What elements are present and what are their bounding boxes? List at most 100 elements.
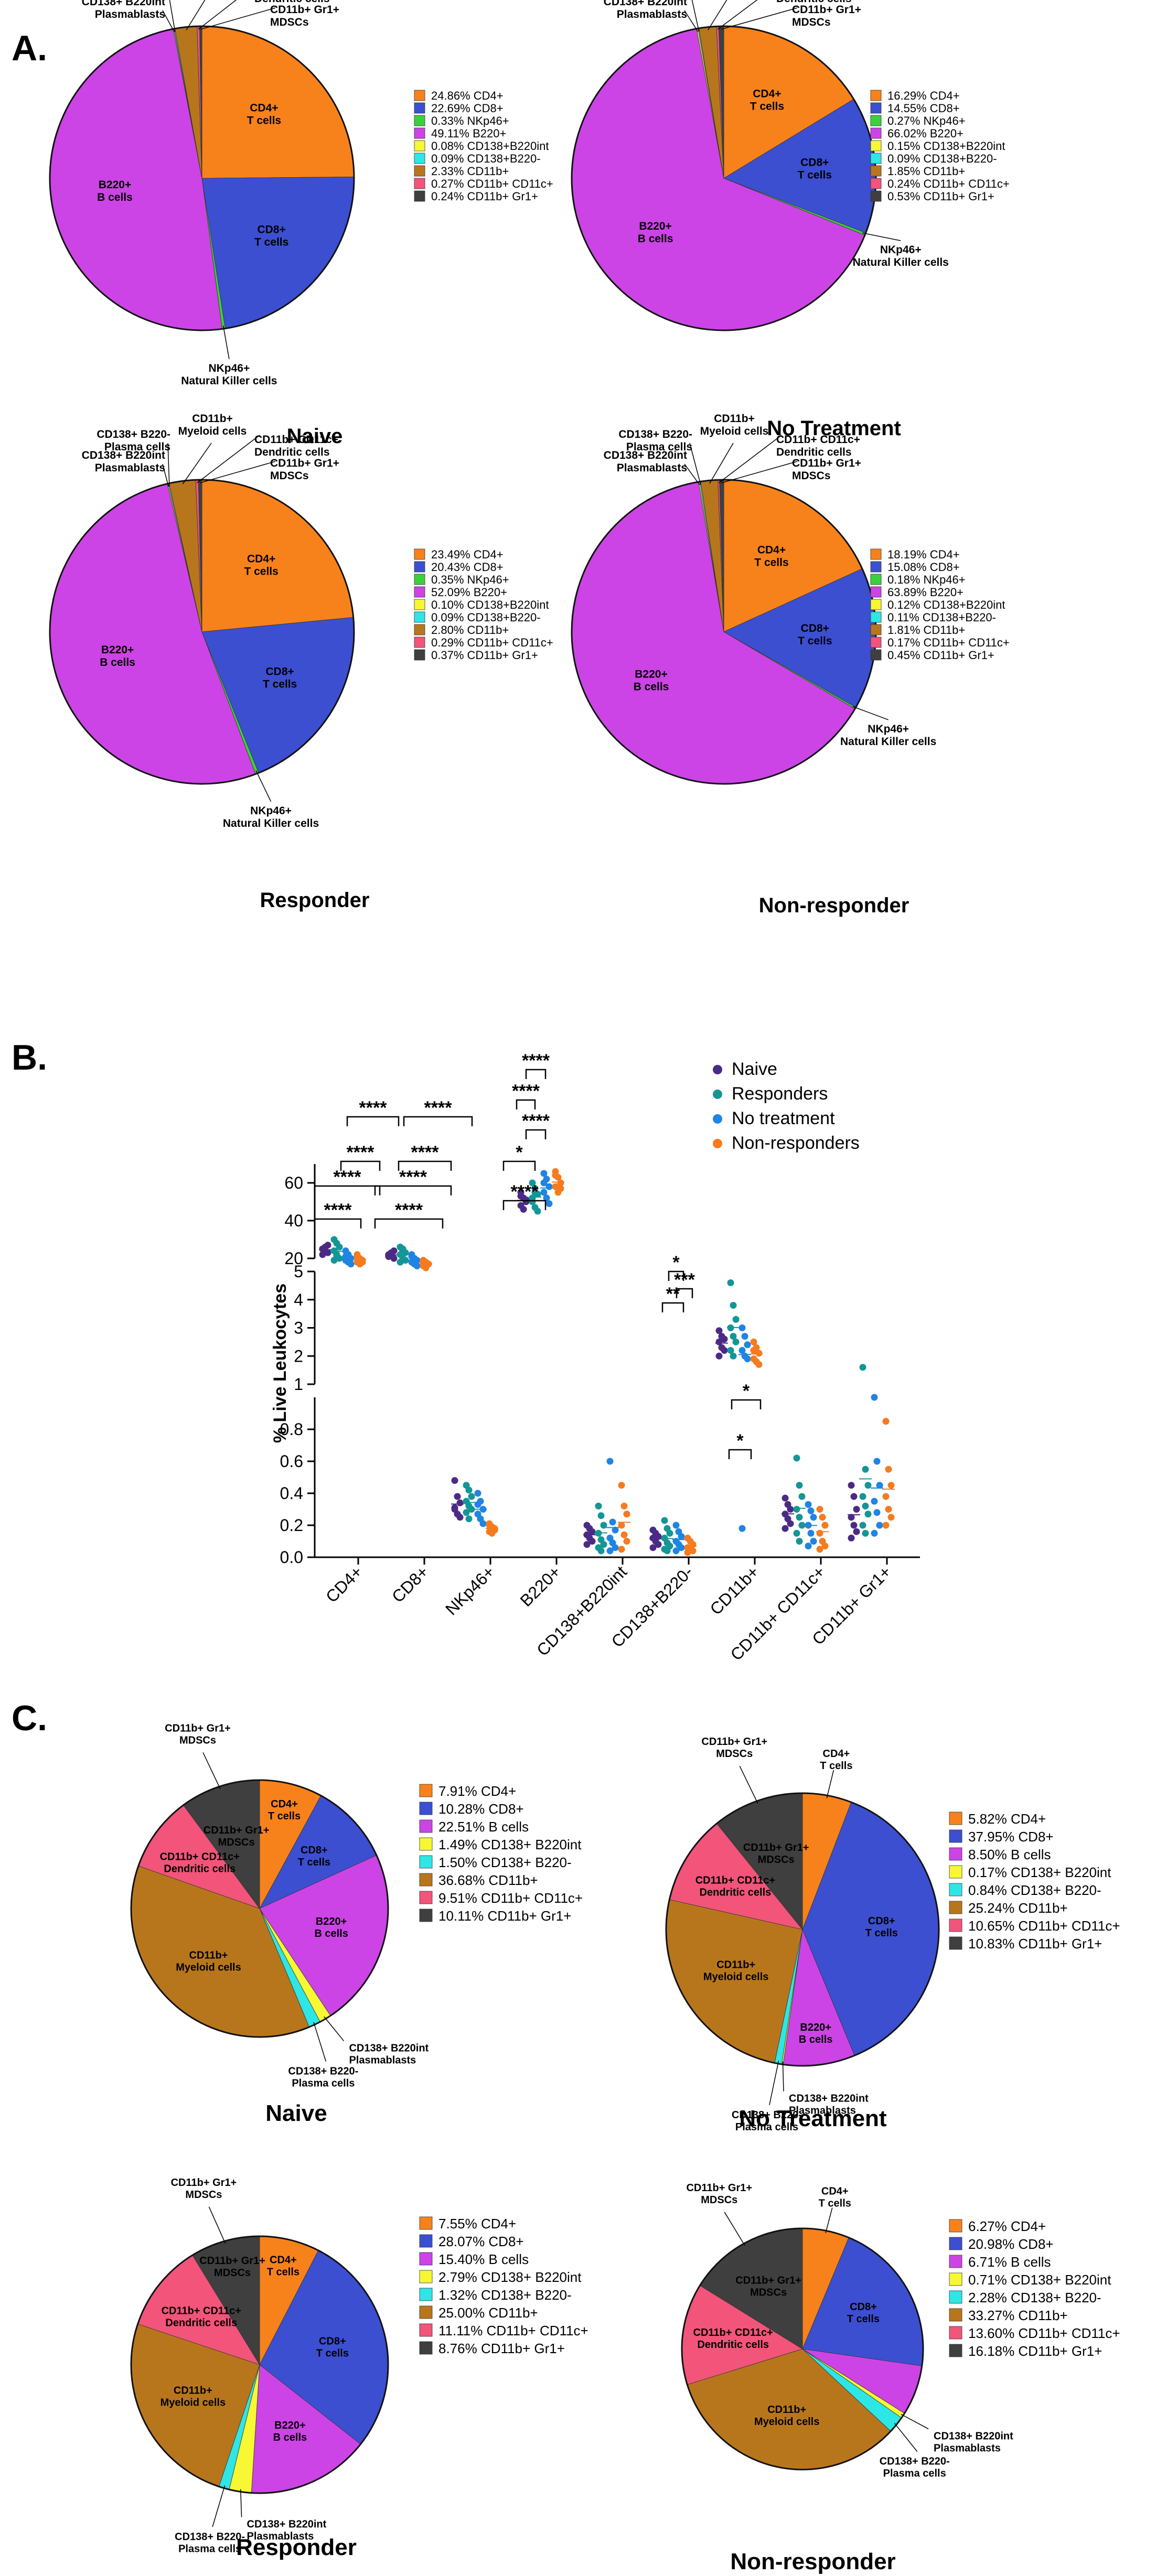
legend-swatch-PB [949, 2272, 962, 2286]
significance-bracket [676, 1288, 693, 1298]
slice-label-NKp46: NKp46+ [250, 805, 292, 817]
data-point-non_responders [887, 1482, 895, 1489]
data-point-no_treatment [606, 1458, 614, 1465]
legend-entry: 52.09% B220+ [431, 586, 507, 599]
data-point-no_treatment [540, 1170, 548, 1177]
slice-label-NKp46: Natural Killer cells [223, 817, 319, 829]
data-point-responders [798, 1493, 806, 1500]
significance-label: **** [324, 1200, 352, 1220]
legend-entry: 8.50% B cells [968, 1847, 1051, 1862]
data-point-no_treatment [871, 1529, 878, 1537]
data-point-no_treatment [678, 1544, 685, 1551]
label-leader-NKp46 [255, 770, 272, 802]
data-point-naive [787, 1520, 794, 1527]
legend-swatch-CD8 [419, 1802, 433, 1815]
data-point-naive [850, 1493, 858, 1500]
legend-entry: 0.08% CD138+B220int [431, 139, 549, 153]
legend-swatch-PB [414, 599, 425, 610]
slice-label-Mye: CD11b+ [189, 1949, 228, 1961]
legend-entry: 0.09% CD138+B220- [431, 152, 541, 165]
slice-label-CD4: CD4+ [271, 1798, 298, 1810]
slice-label-MD: MDSCs [179, 1734, 216, 1746]
legend-swatch-DC [870, 178, 882, 189]
legend-swatch-CD4 [870, 548, 882, 560]
legend-entry: 1.32% CD138+ B220- [438, 2287, 572, 2303]
data-point-responders [727, 1279, 734, 1286]
legend-swatch-CD8 [949, 2237, 962, 2250]
legend-entry: 22.51% B cells [438, 1819, 529, 1835]
data-point-responders [663, 1547, 671, 1555]
slice-label-DC: Dendritic cells [164, 1863, 236, 1875]
legend-marker-naive [713, 1065, 722, 1074]
data-point-responders [531, 1189, 539, 1196]
data-point-non_responders [882, 1418, 890, 1425]
slice-label-B220: B220+ [101, 644, 134, 656]
significance-label: *** [674, 1270, 695, 1290]
label-leader-PC [689, 443, 701, 485]
data-point-non_responders [618, 1522, 625, 1529]
pie-title: Non-responder [730, 2549, 895, 2574]
data-point-naive [451, 1477, 458, 1484]
data-point-naive [520, 1205, 527, 1213]
data-point-responders [600, 1522, 607, 1529]
y-tick-label: 0.6 [280, 1452, 303, 1471]
data-point-responders [727, 1347, 734, 1354]
label-leader-PC [212, 2485, 226, 2527]
legend-entry: 10.65% CD11b+ CD11c+ [968, 1918, 1120, 1934]
data-point-no_treatment [810, 1514, 817, 1521]
data-point-responders [465, 1486, 473, 1494]
data-point-responders [859, 1493, 866, 1500]
slice-label-Mye: CD11b+ [767, 2404, 806, 2416]
slice-label-DC: CD11b+ CD11c+ [160, 1851, 240, 1863]
data-point-non_responders [618, 1482, 625, 1489]
legend-entry: 0.71% CD138+ B220int [968, 2272, 1111, 2288]
slice-label-MD: CD11b+ Gr1+ [686, 2182, 752, 2194]
label-leader-PC [169, 0, 176, 32]
label-leader-MD [721, 7, 798, 30]
slice-label-B220: B cells [314, 1928, 348, 1939]
label-leader-PC [313, 2022, 327, 2062]
data-point-naive [848, 1514, 855, 1521]
data-point-responders [465, 1515, 473, 1523]
legend-entry: 0.10% CD138+B220int [431, 598, 549, 611]
slice-label-Mye: Myeloid cells [754, 2416, 820, 2428]
significance-bracket [525, 1129, 547, 1139]
legend-entry: 15.08% CD8+ [887, 561, 960, 574]
legend-entry: 2.33% CD11b+ [431, 165, 509, 178]
slice-label-B220: B cells [273, 2432, 307, 2443]
data-point-naive [522, 1196, 530, 1203]
data-point-no_treatment [738, 1324, 746, 1331]
slice-label-MD: CD11b+ Gr1+ [701, 1736, 767, 1748]
slice-label-MD: MDSCs [214, 2267, 251, 2279]
slice-label-MD: MDSCs [750, 2287, 787, 2298]
legend-entry: 49.11% B220+ [431, 127, 506, 140]
slice-label-CD8: T cells [263, 678, 297, 690]
data-point-non_responders [816, 1546, 823, 1553]
legend-entry: 0.11% CD138+B220- [887, 611, 996, 624]
legend-entry: 10.11% CD11b+ Gr1+ [438, 1908, 571, 1924]
legend-entry: 1.50% CD138+ B220- [438, 1855, 572, 1870]
slice-label-PB: CD138+ B220int [247, 2519, 327, 2530]
y-tick-label: 2 [294, 1346, 303, 1365]
data-point-naive [649, 1544, 657, 1551]
significance-bracket [314, 1218, 362, 1228]
data-point-non_responders [557, 1179, 564, 1187]
slice-label-NKp46: Natural Killer cells [853, 256, 949, 268]
data-point-naive [390, 1255, 398, 1262]
legend-entry: 6.27% CD4+ [968, 2218, 1046, 2234]
slice-label-PC: CD138+ B220- [288, 2066, 358, 2077]
data-point-responders [463, 1509, 470, 1516]
slice-label-CD8: CD8+ [868, 1915, 895, 1927]
data-point-responders [862, 1502, 869, 1510]
slice-label-CD8: T cells [798, 169, 832, 181]
slice-label-CD4: CD4+ [757, 544, 786, 556]
legend-entry: 5.82% CD4+ [968, 1811, 1046, 1827]
pie-outline [130, 2235, 389, 2494]
legend-swatch-MD [870, 190, 882, 202]
significance-bracket [346, 1116, 400, 1126]
label-leader-PB [240, 2489, 242, 2517]
legend-swatch-PB [870, 599, 882, 610]
